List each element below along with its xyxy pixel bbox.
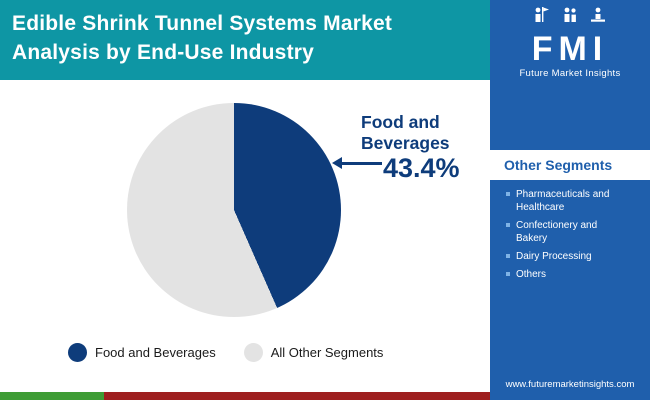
stripe-red-segment <box>104 392 490 400</box>
legend-item: Food and Beverages <box>68 343 216 362</box>
legend-label: All Other Segments <box>270 345 384 360</box>
segment-item: Others <box>506 268 624 281</box>
legend-swatch-food-and-beverages <box>68 343 87 362</box>
page-title-line1: Edible Shrink Tunnel Systems Market <box>12 12 393 35</box>
pie-chart <box>127 103 341 317</box>
segments-list: Pharmaceuticals and Healthcare Confectio… <box>506 188 638 286</box>
segment-item: Pharmaceuticals and Healthcare <box>506 188 624 214</box>
website-url: www.futuremarketinsights.com <box>505 379 635 390</box>
legend-item: All Other Segments <box>243 343 384 362</box>
header: Edible Shrink Tunnel Systems Market Anal… <box>0 0 490 80</box>
annotation-value: 43.4% <box>383 153 460 183</box>
page-title-line2: Analysis by End-Use Industry <box>12 41 315 64</box>
fmi-logo: FMI Future Market Insights <box>490 6 650 79</box>
annotation-label: Food and Beverages <box>361 112 450 153</box>
legend: Food and Beverages All Other Segments <box>68 343 383 362</box>
fmi-logo-people-icons <box>535 7 605 22</box>
sidebar: FMI Future Market Insights Other Segment… <box>490 0 650 400</box>
fmi-logo-text: FMI <box>531 30 609 68</box>
other-segments-title: Other Segments <box>504 157 613 173</box>
legend-label: Food and Beverages <box>95 345 216 360</box>
stripe-green-segment <box>0 392 104 400</box>
annotation-arrow <box>332 158 382 168</box>
segment-item: Confectionery and Bakery <box>506 219 624 245</box>
fmi-logo-subtitle: Future Market Insights <box>519 68 621 79</box>
other-segments-panel: Other Segments <box>490 150 650 180</box>
legend-swatch-all-other-segments <box>243 343 263 362</box>
segment-item: Dairy Processing <box>506 250 624 263</box>
bottom-stripe <box>0 392 490 400</box>
